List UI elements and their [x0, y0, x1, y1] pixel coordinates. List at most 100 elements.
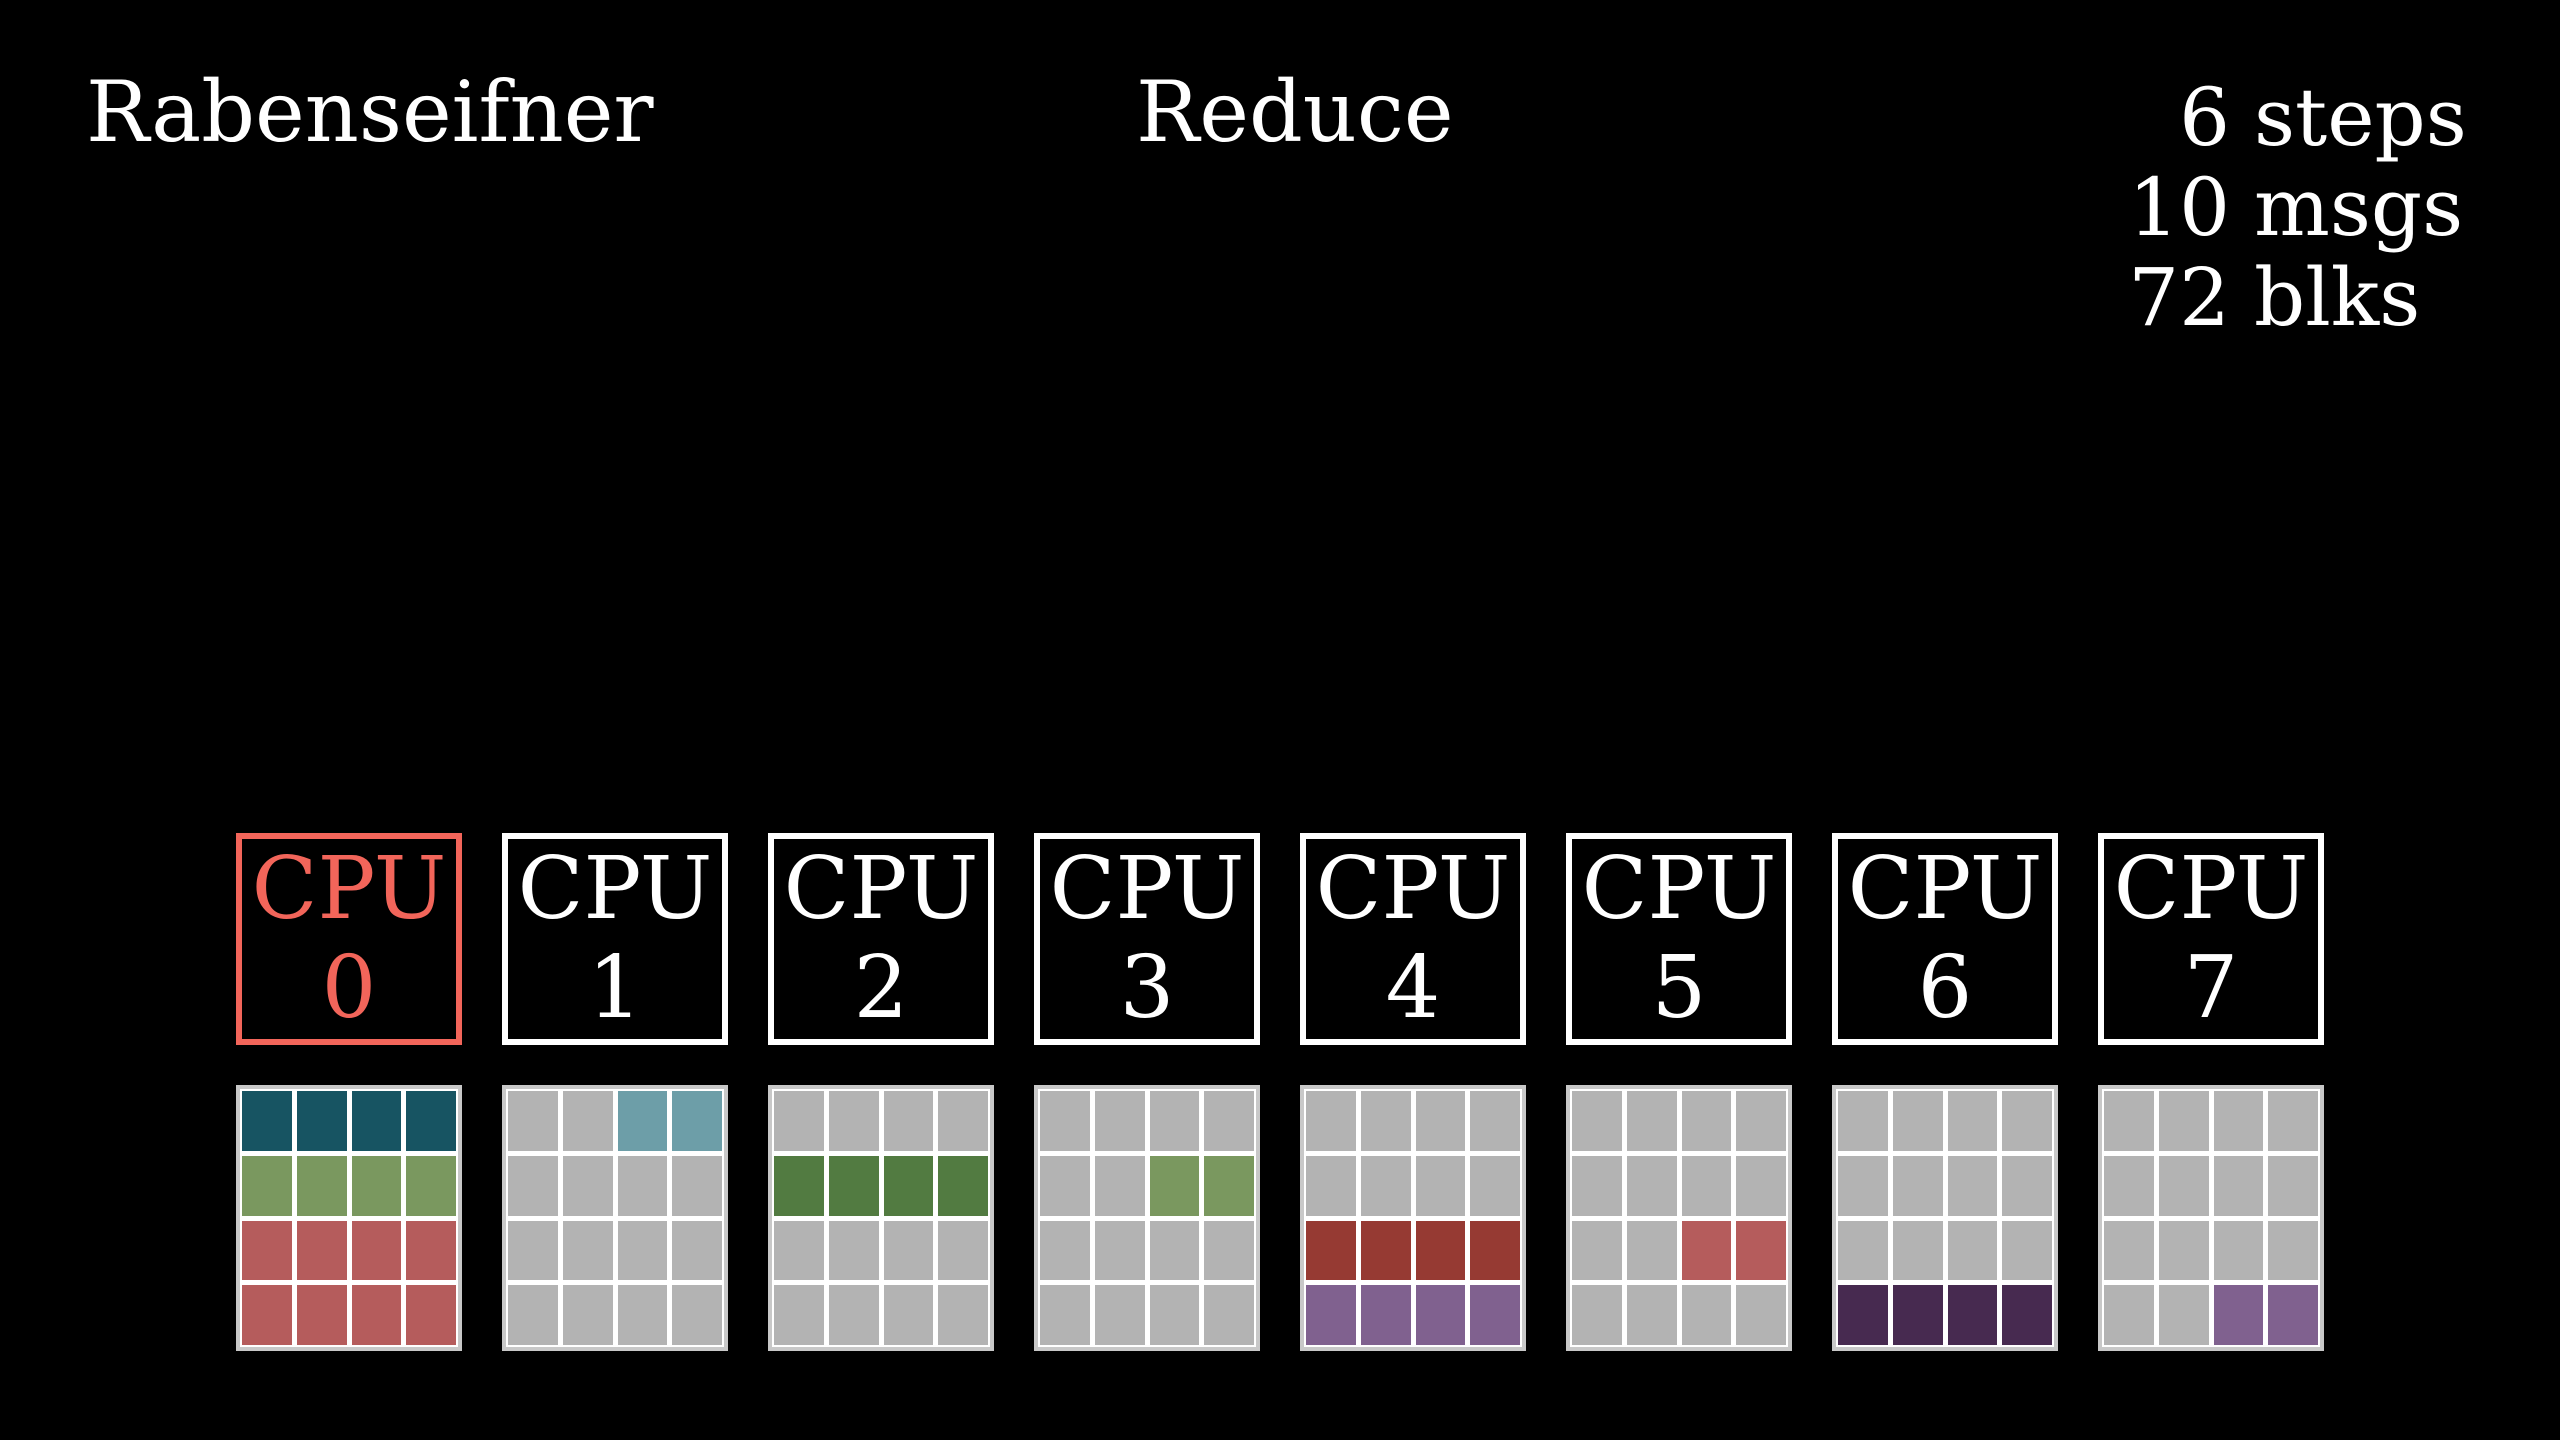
block-cell [296, 1220, 347, 1281]
block-cell [1306, 1220, 1356, 1281]
block-grid-2 [768, 1085, 994, 1351]
cpu-box-0: CPU 0 [236, 833, 462, 1045]
block-cell [508, 1091, 558, 1151]
block-cell [1838, 1285, 1888, 1345]
block-cell [2002, 1220, 2052, 1281]
cpu-id: 1 [587, 938, 643, 1038]
block-cell [562, 1220, 613, 1281]
cpu-id: 0 [321, 938, 377, 1038]
cpu-box-3: CPU 3 [1034, 833, 1260, 1045]
block-cell [406, 1091, 456, 1151]
block-cell [2268, 1220, 2318, 1281]
stat-label: blks [2254, 251, 2421, 344]
block-cell [1470, 1285, 1520, 1345]
cpu-label: CPU [1049, 839, 1245, 940]
block-cell [1892, 1220, 1943, 1281]
block-cell [2268, 1155, 2318, 1216]
block-cell [1681, 1285, 1732, 1345]
cpu-box-1: CPU 1 [502, 833, 728, 1045]
block-grid-6 [1832, 1085, 2058, 1351]
block-cell [1626, 1285, 1677, 1345]
block-cell [2104, 1220, 2154, 1281]
block-cell [2002, 1091, 2052, 1151]
block-cell [1572, 1285, 1622, 1345]
block-cell [2158, 1155, 2209, 1216]
block-cell [242, 1220, 292, 1281]
stat-label: msgs [2254, 161, 2464, 254]
cpu-box-2: CPU 2 [768, 833, 994, 1045]
stat-row-msgs: 10 msgs [2100, 168, 2474, 258]
block-cell [1947, 1155, 1998, 1216]
block-cell [2213, 1091, 2264, 1151]
block-cell [2268, 1285, 2318, 1345]
cpu-label: CPU [517, 839, 713, 940]
block-cell [1736, 1091, 1786, 1151]
block-cell [2104, 1091, 2154, 1151]
cpu-label: CPU [1581, 839, 1777, 940]
block-cell [1626, 1220, 1677, 1281]
block-cell [2158, 1220, 2209, 1281]
block-cell [828, 1155, 879, 1216]
block-cell [1947, 1091, 1998, 1151]
block-cell [617, 1285, 668, 1345]
block-cell [2268, 1091, 2318, 1151]
block-cell [2158, 1285, 2209, 1345]
block-cell [1204, 1155, 1254, 1216]
block-cell [406, 1220, 456, 1281]
cpu-id: 4 [1385, 938, 1441, 1038]
block-cell [617, 1220, 668, 1281]
block-cell [1681, 1155, 1732, 1216]
block-cell [406, 1285, 456, 1345]
block-cell [2002, 1155, 2052, 1216]
cpu-column-2: CPU 2 [768, 833, 994, 1351]
block-cell [1204, 1091, 1254, 1151]
block-cell [883, 1220, 934, 1281]
cpu-id: 6 [1917, 938, 1973, 1038]
block-cell [1306, 1155, 1356, 1216]
block-cell [1838, 1155, 1888, 1216]
block-cell [1838, 1220, 1888, 1281]
operation-title: Reduce [1136, 63, 1454, 161]
block-cell [828, 1220, 879, 1281]
block-cell [2002, 1285, 2052, 1345]
block-cell [1360, 1091, 1411, 1151]
cpu-column-5: CPU 5 [1566, 833, 1792, 1351]
cpu-column-4: CPU 4 [1300, 833, 1526, 1351]
block-cell [938, 1220, 988, 1281]
block-cell [774, 1155, 824, 1216]
cpu-label: CPU [2113, 839, 2309, 940]
block-cell [1306, 1091, 1356, 1151]
block-grid-0 [236, 1085, 462, 1351]
block-cell [242, 1155, 292, 1216]
block-cell [1892, 1155, 1943, 1216]
block-cell [508, 1155, 558, 1216]
block-cell [1626, 1155, 1677, 1216]
block-cell [1415, 1091, 1466, 1151]
block-cell [2104, 1285, 2154, 1345]
block-cell [2104, 1155, 2154, 1216]
block-cell [1470, 1091, 1520, 1151]
cpu-column-0: CPU 0 [236, 833, 462, 1351]
algorithm-title: Rabenseifner [86, 63, 654, 161]
block-cell [1360, 1155, 1411, 1216]
block-cell [1681, 1091, 1732, 1151]
block-cell [1204, 1285, 1254, 1345]
cpu-id: 3 [1119, 938, 1175, 1038]
stats-panel: 6 steps 10 msgs 72 blks [2100, 78, 2474, 348]
block-cell [1360, 1220, 1411, 1281]
block-cell [1149, 1091, 1200, 1151]
block-cell [1626, 1091, 1677, 1151]
block-cell [1094, 1220, 1145, 1281]
block-grid-1 [502, 1085, 728, 1351]
block-cell [672, 1285, 722, 1345]
block-cell [828, 1091, 879, 1151]
block-cell [1306, 1285, 1356, 1345]
block-cell [562, 1091, 613, 1151]
block-cell [2213, 1220, 2264, 1281]
block-cell [351, 1285, 402, 1345]
cpu-box-7: CPU 7 [2098, 833, 2324, 1045]
block-cell [1149, 1220, 1200, 1281]
stat-value: 10 [2128, 161, 2230, 254]
block-cell [1736, 1285, 1786, 1345]
block-cell [562, 1285, 613, 1345]
